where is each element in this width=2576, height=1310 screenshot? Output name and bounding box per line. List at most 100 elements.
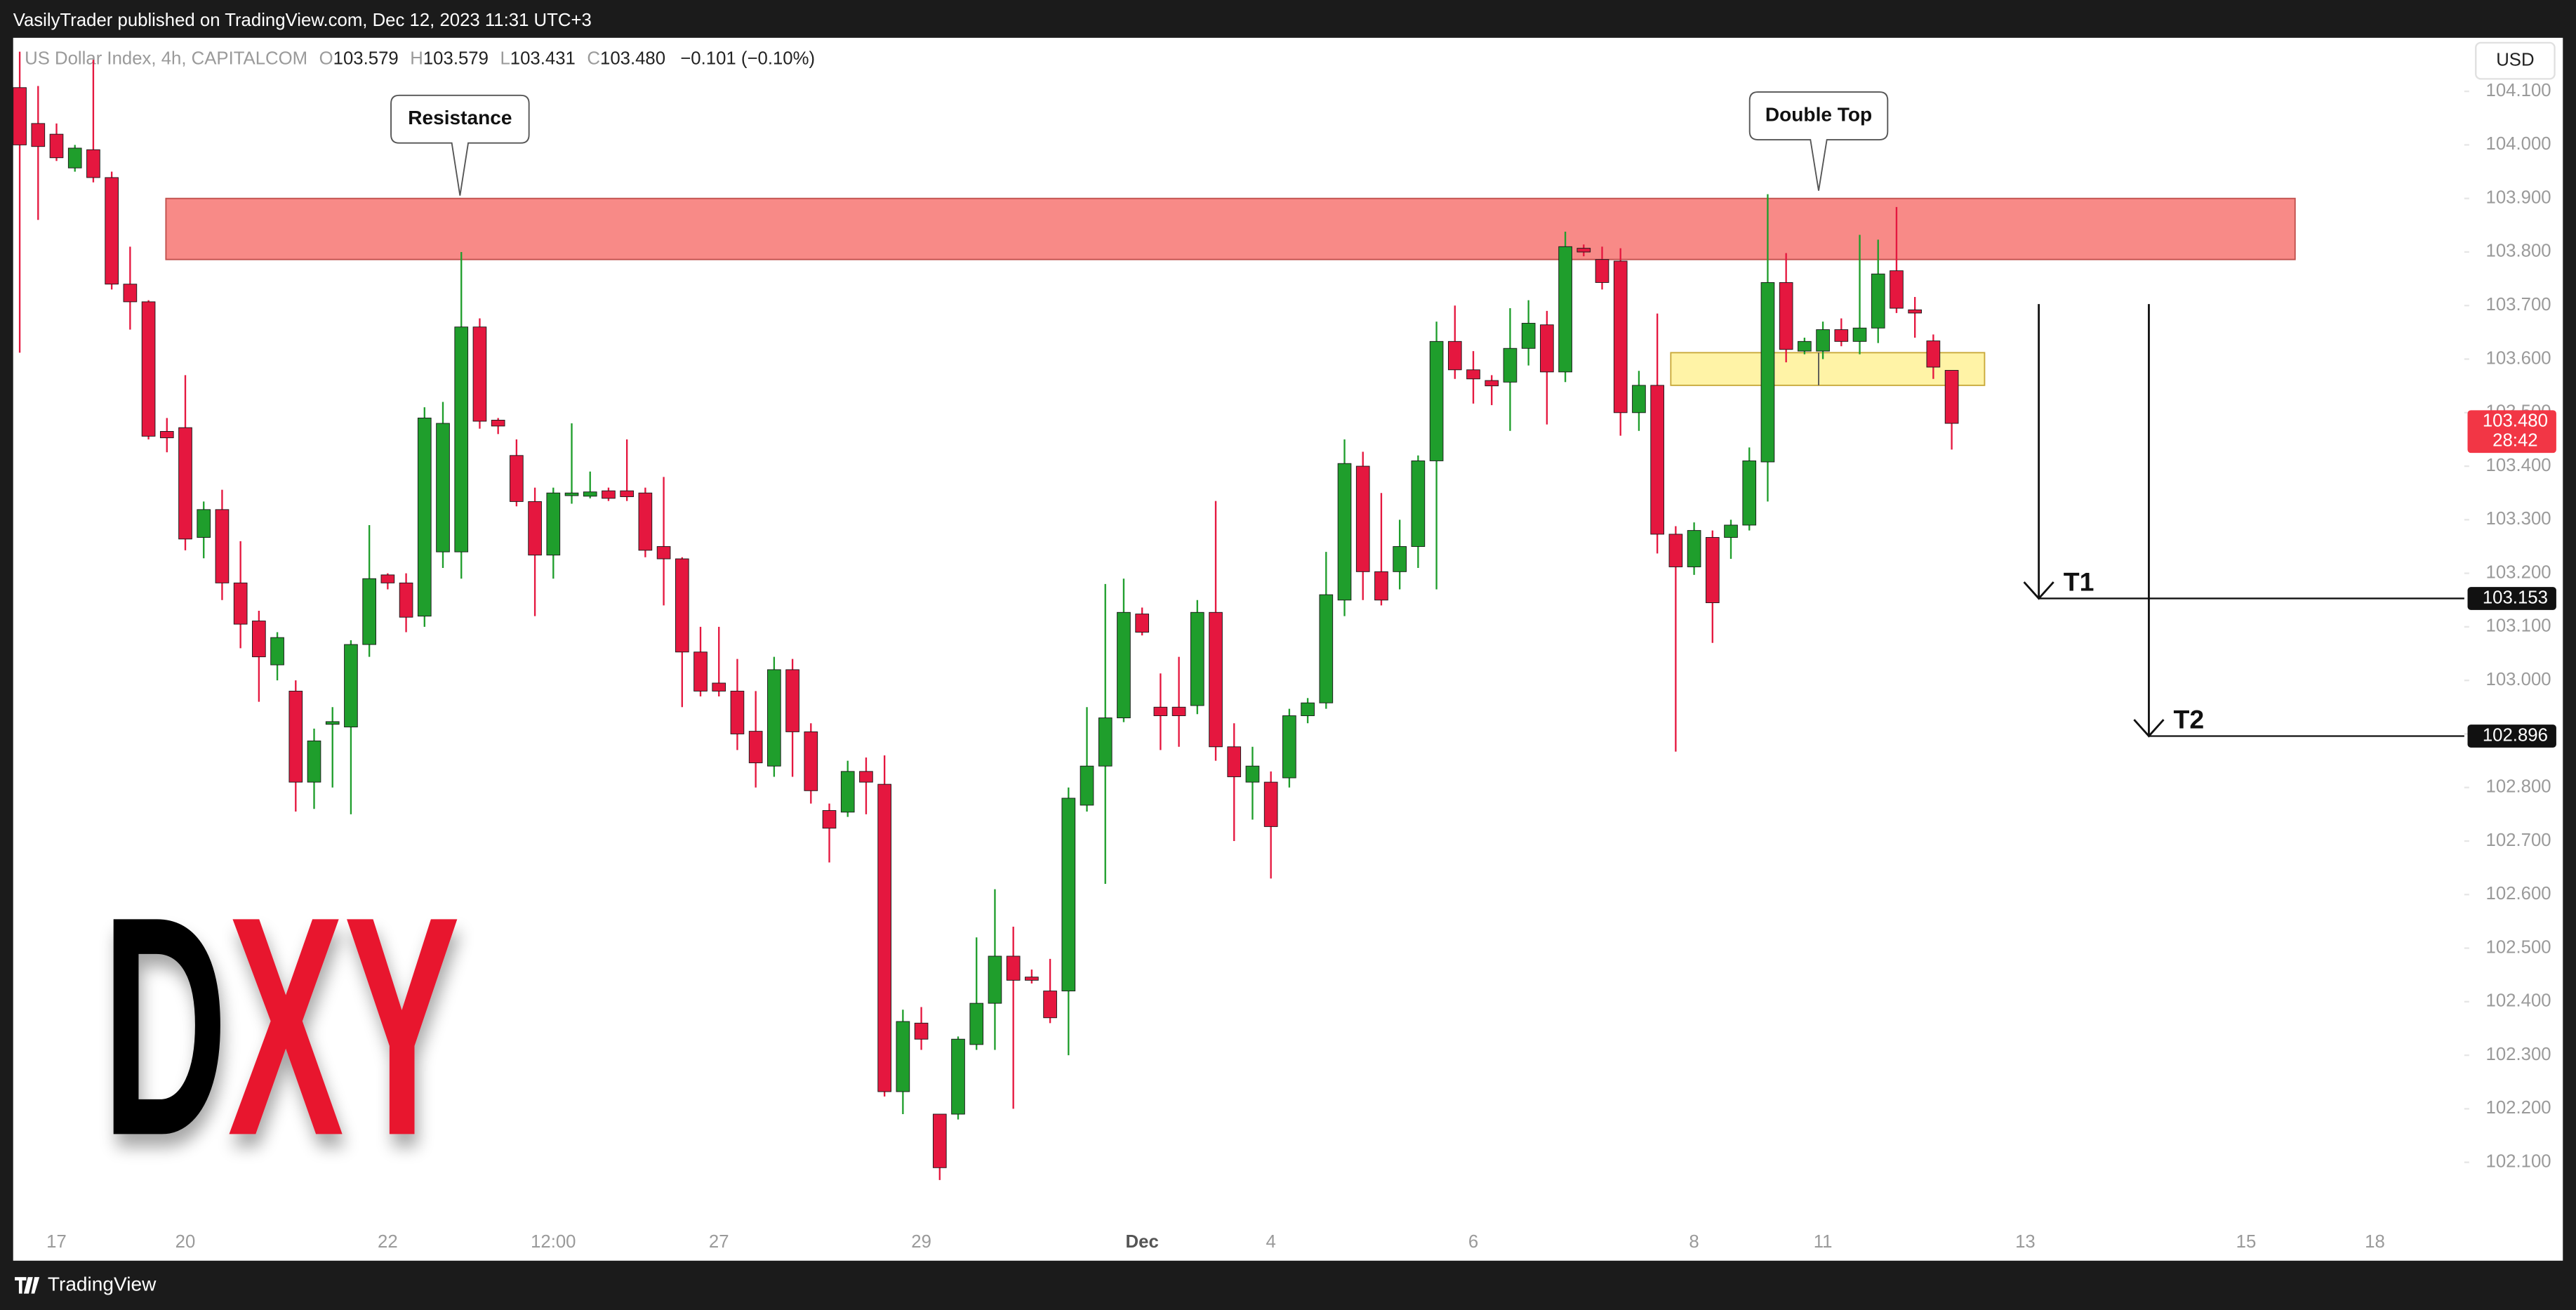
candle-body (1613, 260, 1628, 413)
candle-body (325, 721, 340, 725)
y-tick-label: 103.700 (2486, 295, 2551, 315)
candle-body (730, 690, 745, 734)
candle-body (656, 546, 671, 560)
y-tick-label: 102.500 (2486, 937, 2551, 957)
candle-body (1209, 611, 1223, 748)
last-price-label: 103.480 (2483, 411, 2548, 430)
watermark-part: D (102, 852, 227, 1201)
watermark: DXY (102, 852, 460, 1201)
candle-body (252, 621, 266, 658)
candle-body (1171, 706, 1186, 716)
legend-change: −0.101 (−0.10%) (680, 48, 815, 68)
candle-body (896, 1021, 910, 1092)
candle-body (288, 690, 303, 783)
y-tick-label: 102.700 (2486, 831, 2551, 850)
watermark-part: XY (227, 852, 460, 1201)
x-tick-label: 22 (378, 1232, 398, 1252)
candle-body (1908, 309, 1922, 314)
x-tick-label: 15 (2236, 1232, 2257, 1252)
candle-body (1098, 717, 1113, 767)
legend-key: L (500, 48, 510, 68)
x-tick-label: 8 (1689, 1232, 1699, 1252)
candle-body (1337, 463, 1352, 601)
candle-body (31, 123, 46, 147)
candle-body (380, 574, 395, 583)
candle-body (436, 423, 450, 553)
candle-body (1632, 385, 1646, 413)
footer: TradingView (15, 1273, 157, 1295)
candle-body (1760, 282, 1775, 463)
ohlc-legend: US Dollar Index, 4h, CAPITALCOM O103.579… (25, 48, 815, 68)
y-tick-label: 102.400 (2486, 991, 2551, 1011)
candle-body (564, 492, 579, 496)
candle-body (1926, 340, 1941, 368)
candle-body (675, 558, 689, 653)
candle-body (1650, 385, 1664, 535)
y-tick-label: 103.100 (2486, 616, 2551, 636)
candle-body (270, 637, 284, 666)
candle-body (1429, 340, 1444, 461)
currency-button[interactable] (2475, 41, 2556, 80)
callout-text: Resistance (408, 107, 512, 128)
candle-body (1595, 259, 1609, 283)
candle-body (1190, 611, 1204, 706)
x-tick-label: 18 (2365, 1232, 2385, 1252)
brand-name[interactable]: TradingView (48, 1273, 157, 1295)
candle-body (344, 644, 358, 728)
candle-body (1816, 329, 1830, 352)
candle-body (1521, 322, 1536, 349)
candle-body (13, 87, 27, 145)
candle-body (1135, 614, 1149, 633)
candle-body (1153, 706, 1168, 716)
candle-body (399, 582, 413, 618)
candle-body (215, 509, 230, 583)
x-tick-label: 29 (911, 1232, 931, 1252)
candle-body (1779, 282, 1793, 350)
candle-body (307, 740, 321, 783)
x-tick-label: 6 (1468, 1232, 1478, 1252)
y-tick-label: 102.200 (2486, 1098, 2551, 1118)
x-tick-label: Dec (1126, 1232, 1159, 1252)
y-tick-label: 102.600 (2486, 884, 2551, 904)
candle-body (877, 783, 891, 1092)
candle-body (49, 133, 64, 159)
candle-body (1061, 798, 1076, 992)
x-tick-label: 17 (46, 1232, 67, 1252)
candle-body (546, 492, 561, 556)
x-tick-label: 13 (2015, 1232, 2036, 1252)
candle-body (620, 490, 634, 498)
publisher-line: VasilyTrader published on TradingView.co… (13, 11, 592, 30)
candle-body (67, 147, 82, 168)
candle-body (914, 1022, 929, 1040)
target-label: T1 (2064, 567, 2094, 596)
target-label: T2 (2174, 704, 2205, 734)
candle-body (1852, 327, 1867, 342)
candle-body (123, 284, 138, 303)
candle-body (1319, 594, 1334, 703)
legend-key: C (587, 48, 600, 68)
y-tick-label: 103.400 (2486, 456, 2551, 475)
candle-body (233, 582, 248, 625)
candle-body (1043, 991, 1057, 1019)
candle-body (1117, 611, 1131, 719)
y-tick-label: 102.100 (2486, 1151, 2551, 1171)
candle-body (969, 1003, 984, 1045)
candle-body (1724, 524, 1738, 538)
candle-body (1576, 248, 1591, 253)
candle-body (583, 491, 597, 497)
candle-body (105, 177, 119, 285)
legend-value: 103.579 (333, 48, 399, 68)
target-price-tag (2467, 587, 2556, 610)
target-price-label: 103.153 (2483, 588, 2548, 607)
legend-value: 103.579 (423, 48, 489, 68)
currency-label[interactable]: USD (2496, 50, 2534, 70)
bar-countdown: 28:42 (2492, 431, 2537, 451)
candle-body (528, 501, 542, 556)
candle-body (417, 417, 432, 617)
y-tick-label: 103.600 (2486, 348, 2551, 368)
x-tick-label: 27 (709, 1232, 729, 1252)
y-tick-label: 103.200 (2486, 562, 2551, 582)
candle-body (859, 771, 873, 783)
